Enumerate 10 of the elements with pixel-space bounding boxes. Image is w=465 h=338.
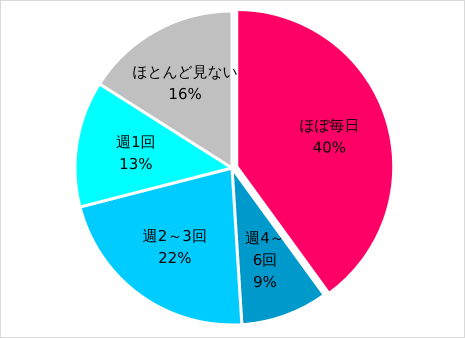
slice-label: 週1回	[116, 133, 156, 152]
slice-label: 週2～3回	[142, 227, 207, 245]
slice-label: ほぼ毎日	[299, 116, 360, 135]
slice-label: ほとんど見ない	[132, 62, 238, 81]
data-label: 40%	[312, 138, 346, 157]
data-label: 16%	[168, 84, 202, 103]
slice-label: 週4～6回	[245, 228, 285, 269]
data-label: 13%	[119, 155, 153, 174]
data-label: 22%	[158, 249, 192, 267]
data-label: 9%	[253, 272, 277, 291]
